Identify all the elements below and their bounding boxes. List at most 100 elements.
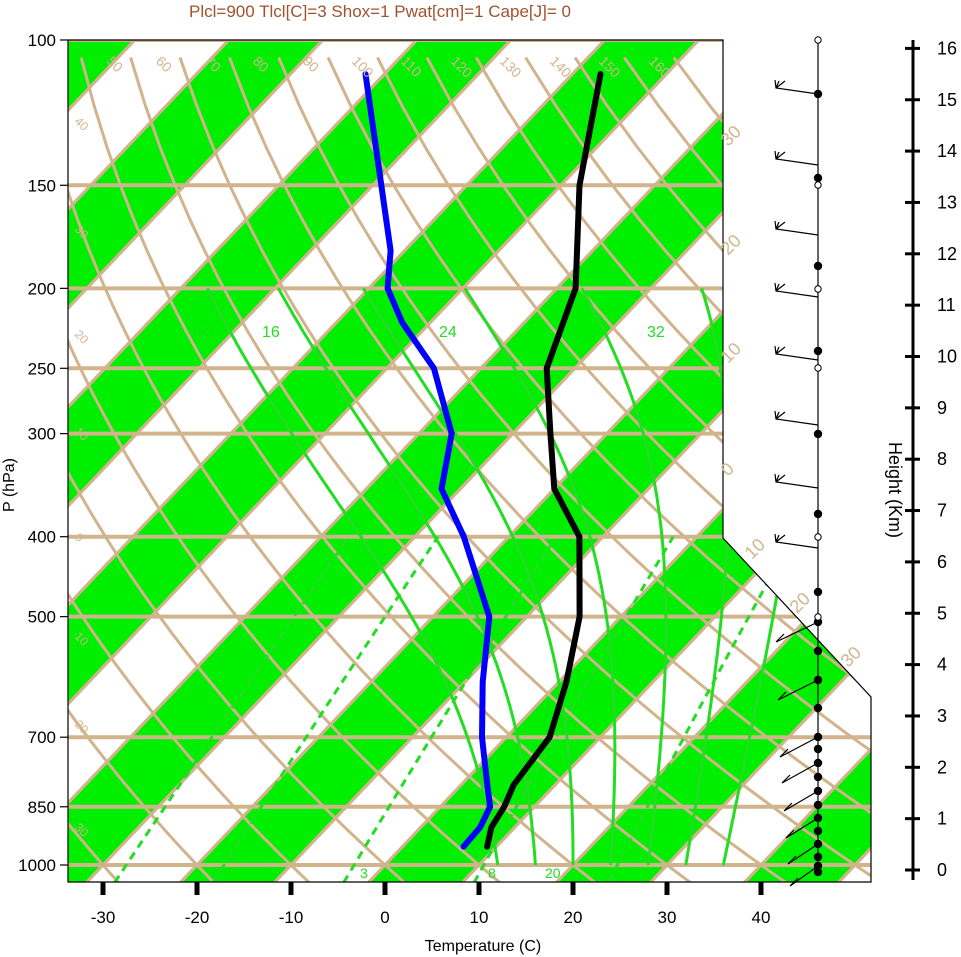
wind-level-open-dot [814,613,822,621]
height-tick-label: 2 [937,757,947,777]
pressure-tick-label: 100 [28,31,56,50]
mixing-ratio-line [607,535,795,882]
wind-barb [789,865,819,887]
temperature-tick-label: 30 [658,908,677,927]
height-tick-label: 1 [937,809,947,829]
dry-adiabat-line [68,57,311,882]
temperature-profile-line [484,71,604,850]
temperature-tick-label: -10 [279,908,304,927]
mixing-ratio-line [472,535,675,882]
moist-adiabat-label: 24 [439,324,457,341]
temperature-axis: -30 -20 -10 0 10 20 30 40 [91,882,771,927]
wind-level-dot [813,744,823,754]
moist-adiabat-line [362,287,575,865]
temperature-tick-label: -20 [185,908,210,927]
dry-adiabat-line [68,57,215,882]
isotherm-line [68,40,804,882]
pressure-tick-label: 250 [28,359,56,378]
plot-border [67,39,872,883]
wind-level-dot [813,173,823,183]
wind-level-dot [813,703,823,713]
wind-level-dot [813,587,823,597]
temperature-tick-label: 0 [380,908,389,927]
moist-adiabat-line [463,287,617,866]
wind-level-dot [813,852,823,862]
height-tick-label: 13 [937,192,957,212]
height-tick-label: 11 [937,295,956,315]
isotherm-label: 100 [349,53,377,81]
moist-adiabat-line [276,287,537,866]
wind-barb [779,736,819,758]
isotherm-line [68,40,240,882]
wind-level-dot [813,346,823,356]
dewpoint-profile-line [362,71,494,850]
isotherm-line [736,40,871,882]
wind-level-open-dot [814,36,822,44]
temperature-tick-label: 10 [470,908,489,927]
wind-barb-column [774,36,823,887]
height-tick-label: 10 [937,347,957,367]
dry-adiabat-label: 10 [741,535,769,563]
isotherm-band [68,40,333,882]
dry-adiabat-line [228,56,871,882]
isotherm-line [68,40,710,882]
mixing-ratio-line [113,535,351,882]
wind-barb [785,817,819,839]
isotherm-label: 130 [497,53,525,81]
height-tick-label: 9 [937,398,947,418]
temperature-tick-label: 40 [752,908,771,927]
isotherm-band [68,40,521,882]
wind-barb [774,220,819,236]
isotherm-bands [68,40,871,882]
isotherm-line [548,40,871,882]
mixing-ratio-label: 20 [545,865,561,881]
height-tick-label: 12 [937,244,957,264]
wind-level-open-dot [814,533,822,541]
mixing-ratio-line [211,535,440,882]
dry-adiabat-line [68,57,597,882]
isotherm-band [68,40,871,882]
wind-level-dot [813,429,823,439]
dry-adiabat-line [425,56,871,882]
wind-level-open-dot [814,285,822,293]
moist-adiabat-label: 12 [193,324,211,341]
left-temperature-label: 40 [72,114,92,134]
wind-barb [774,79,819,95]
wind-barb [774,410,819,426]
wind-barb [774,282,819,298]
dry-adiabat-line [68,57,120,882]
chart-title: Plcl=900 Tlcl[C]=3 Shox=1 Pwat[cm]=1 Cap… [189,2,571,21]
pressure-tick-label: 700 [28,728,56,747]
plot-area [68,40,871,882]
dry-adiabat-line [376,56,871,882]
isotherm-band [737,40,871,882]
wind-barb [781,762,819,784]
dry-adiabat-line [68,57,501,882]
isotherm-band [549,40,871,882]
moist-adiabat-line [580,287,668,866]
wind-level-dot [813,800,823,810]
grid-labels: 50 60 70 80 90 100 110 120 130 140 150 160302010010… [72,53,865,881]
dry-adiabat-line [326,56,871,882]
mixing-ratio-line [342,535,558,882]
wind-barb [787,843,819,865]
wind-barb [775,621,819,643]
wind-level-dot [813,509,823,519]
wind-level-dot [813,826,823,836]
isotherm-line [68,40,334,882]
height-tick-label: 14 [937,141,957,161]
dry-adiabat-line [870,56,871,882]
wind-barb [774,533,819,549]
pressure-tick-label: 500 [28,608,56,627]
pressure-axis: 100 150 200 250 300 400 500 700 850 1000 [18,31,68,875]
wind-level-dot [813,261,823,271]
height-tick-label: 7 [937,501,947,521]
dry-adiabat-line [178,57,871,882]
isotherm-line [68,40,522,882]
height-tick-label: 8 [937,449,947,469]
moist-adiabat-label: 32 [647,324,665,341]
x-axis-label: Temperature (C) [425,938,541,955]
height-axis-label: Height (Km) [885,442,905,538]
